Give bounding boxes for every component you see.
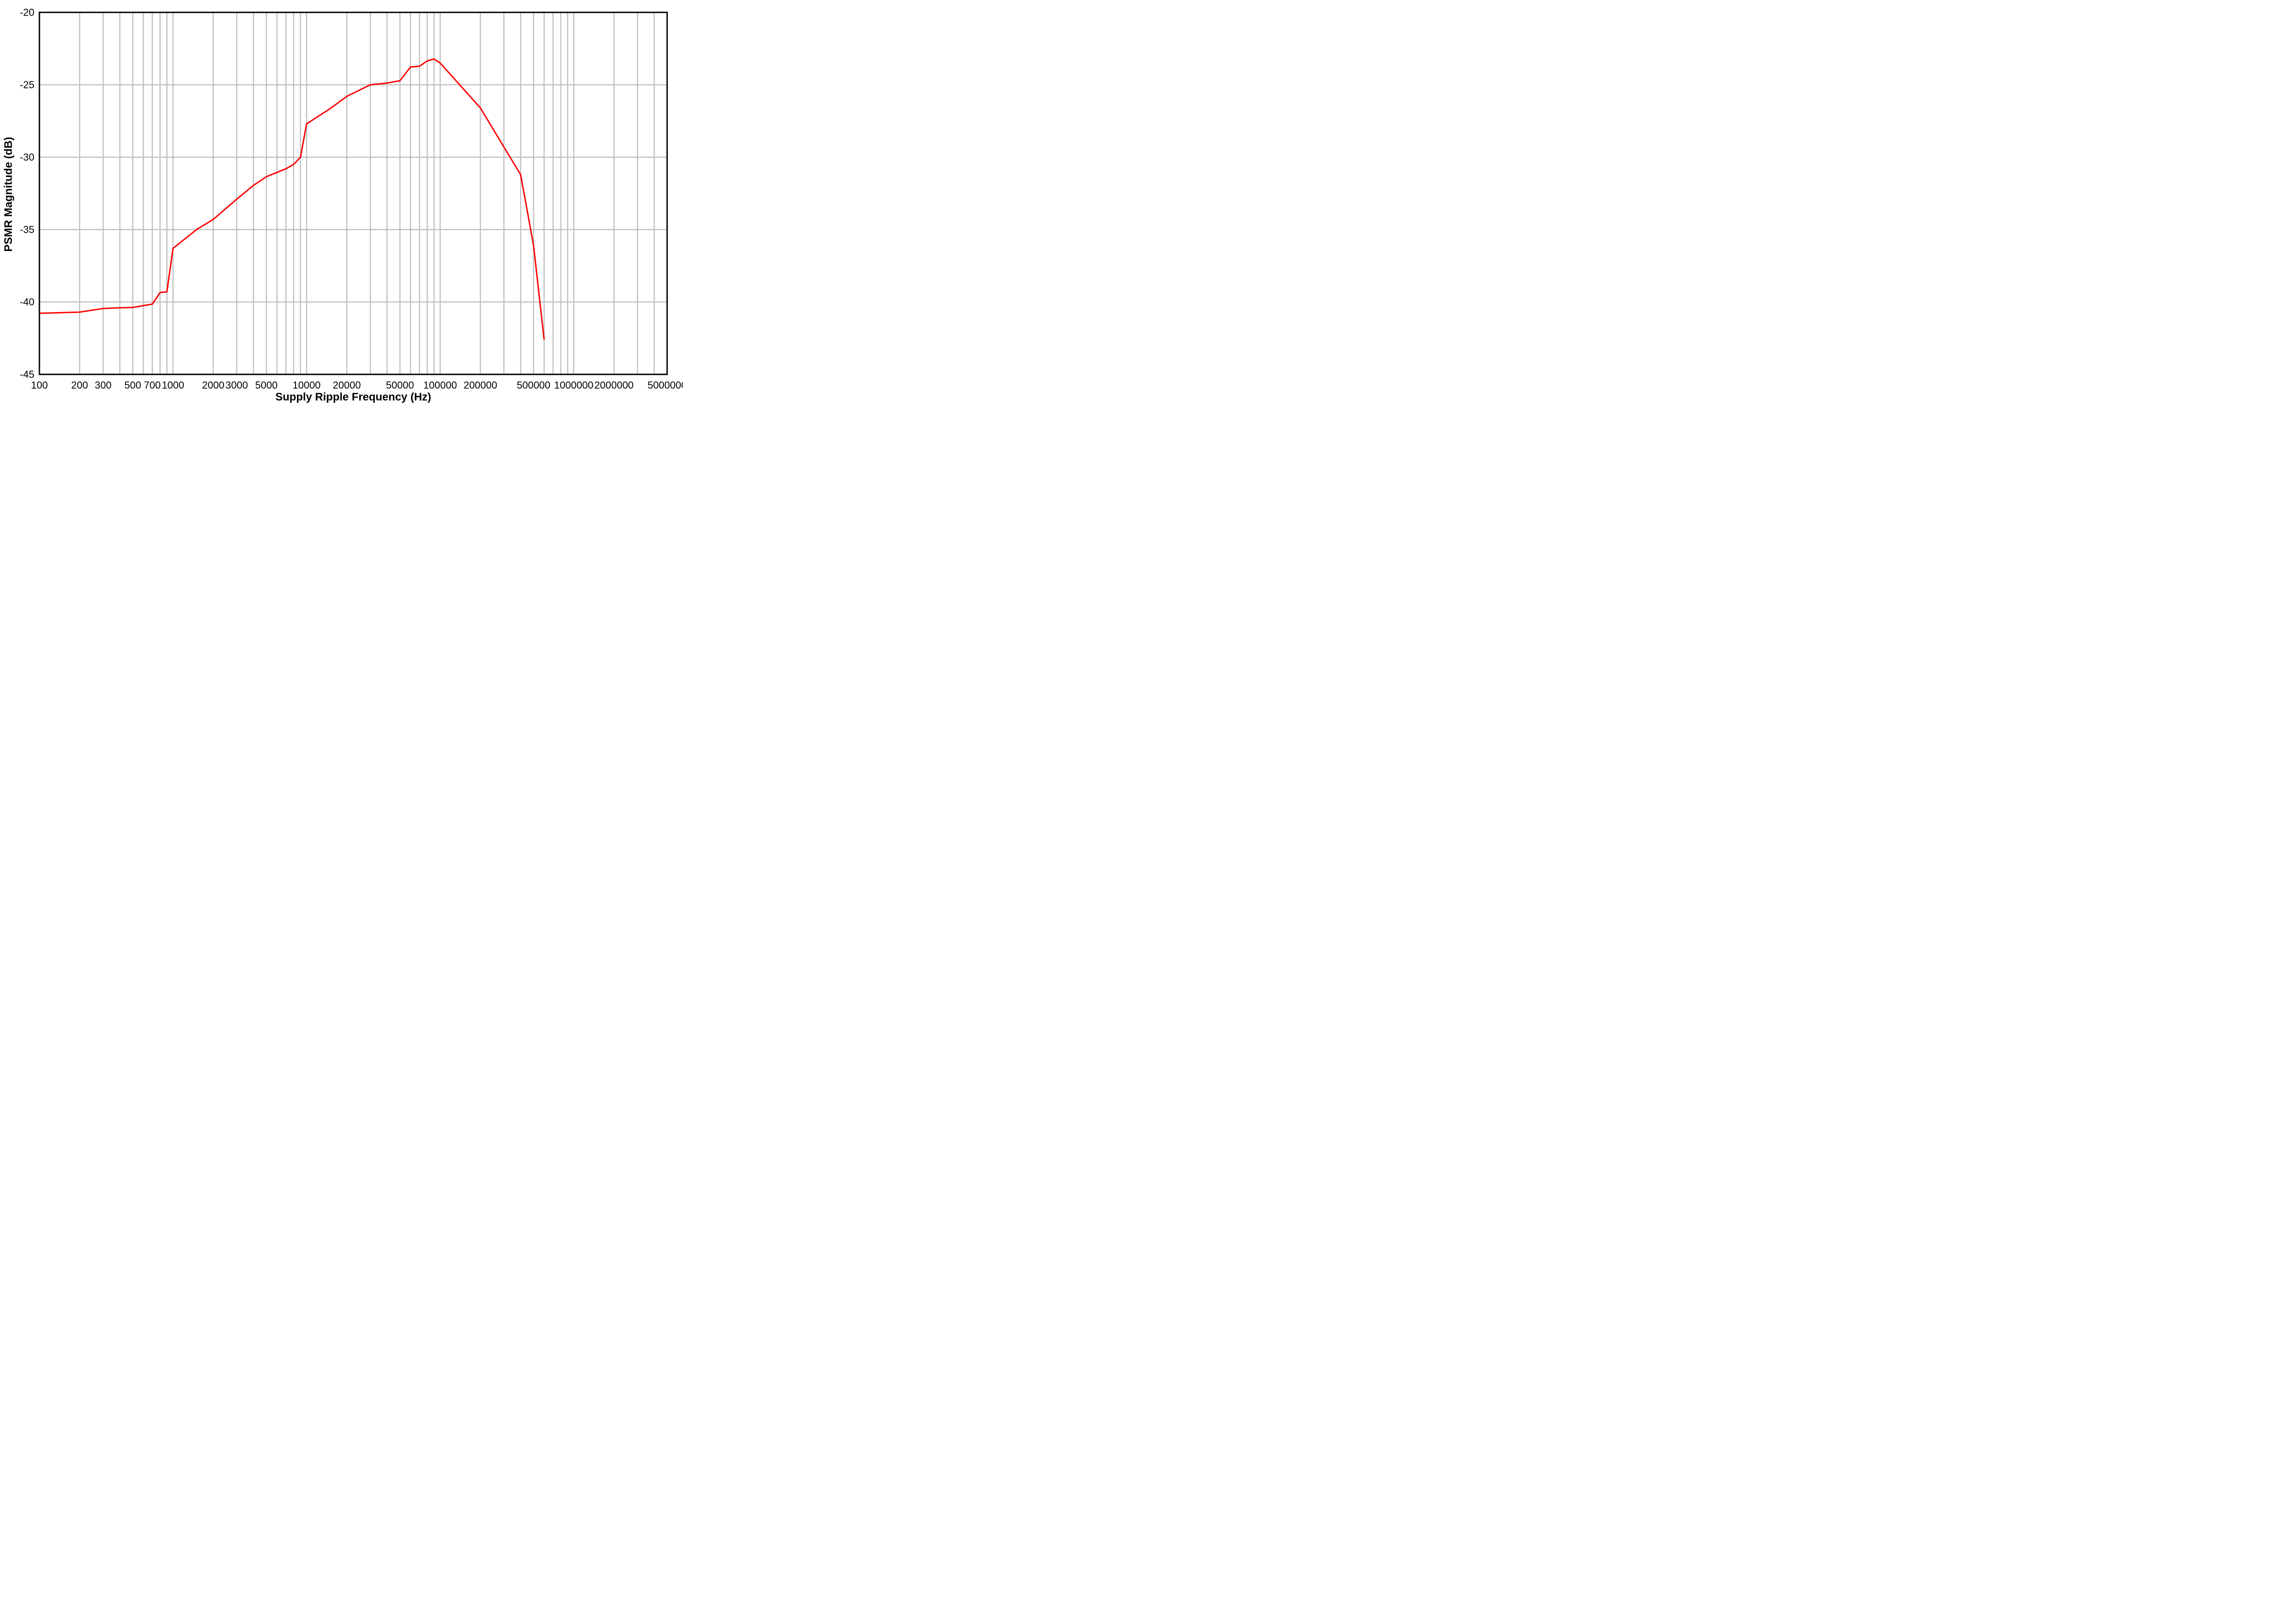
psmr-curve bbox=[39, 58, 545, 340]
x-tick-label: 500 bbox=[124, 379, 141, 391]
x-tick-label: 2000 bbox=[202, 379, 225, 391]
x-tick-label: 5000 bbox=[255, 379, 278, 391]
psmr-vs-frequency-chart: -20 -25 -30 -35 -40 -45 100 200 300 500 700 1000 200… bbox=[0, 0, 683, 406]
x-tick-label: 1000 bbox=[162, 379, 184, 391]
x-tick-label: 3000 bbox=[225, 379, 248, 391]
x-tick-label: 200 bbox=[71, 379, 88, 391]
x-tick-label: 1000000 bbox=[554, 379, 593, 391]
x-tick-label: 2000000 bbox=[594, 379, 634, 391]
x-tick-label: 50000 bbox=[386, 379, 414, 391]
x-tick-label: 20000 bbox=[333, 379, 361, 391]
x-tick-label: 300 bbox=[95, 379, 112, 391]
x-tick-label: 500000 bbox=[517, 379, 550, 391]
x-tick-label: 100000 bbox=[423, 379, 457, 391]
y-tick-label: -30 bbox=[20, 152, 34, 163]
y-tick-label: -45 bbox=[20, 369, 34, 380]
plot-frame bbox=[38, 11, 668, 375]
x-tick-label: 5000000 bbox=[647, 379, 683, 391]
x-tick-label: 10000 bbox=[293, 379, 321, 391]
y-axis-title: PSMR Magnitude (dB) bbox=[2, 137, 15, 252]
y-tick-label: -40 bbox=[20, 296, 34, 308]
y-tick-label: -35 bbox=[20, 224, 34, 236]
y-tick-label: -20 bbox=[20, 7, 34, 18]
x-tick-label: 700 bbox=[144, 379, 161, 391]
x-tick-label: 100 bbox=[31, 379, 48, 391]
x-tick-label: 200000 bbox=[464, 379, 497, 391]
y-tick-label: -25 bbox=[20, 79, 34, 91]
x-axis-title: Supply Ripple Frequency (Hz) bbox=[275, 391, 432, 403]
